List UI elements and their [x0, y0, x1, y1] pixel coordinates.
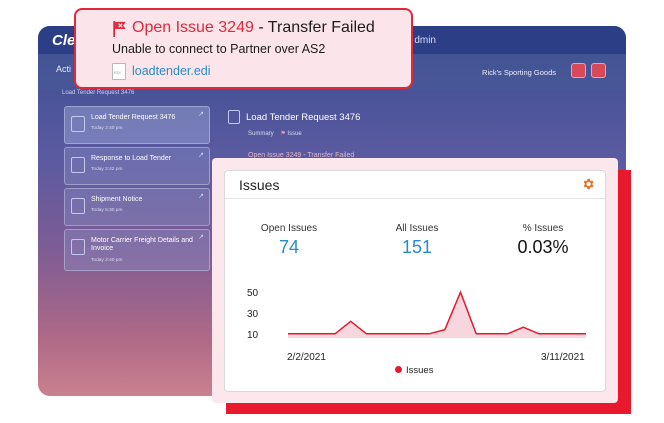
- issue-alert[interactable]: Open Issue 3249 - Transfer Failed Unable…: [74, 8, 413, 89]
- list-item-title: Load Tender Request 3476: [91, 114, 176, 121]
- issues-panel: Issues Open Issues 74 All Issues 151 % I…: [224, 170, 606, 392]
- list-item[interactable]: Shipment Notice Today 5:30 pm ↗: [64, 188, 210, 226]
- file-link[interactable]: loadtender.edi: [132, 64, 211, 78]
- panel-header: Issues: [225, 171, 605, 199]
- x-tick-label: 2/2/2021: [287, 352, 326, 363]
- alert-title: Open Issue 3249 - Transfer Failed: [132, 19, 375, 37]
- issues-chart: 50 30 10 2/2/2021 3/11/2021: [247, 288, 586, 363]
- tab-active[interactable]: Acti: [56, 64, 72, 74]
- alert-message: Unable to connect to Partner over AS2: [112, 42, 326, 56]
- arrow-icon: ↗: [198, 111, 204, 118]
- tab-summary[interactable]: Summary: [248, 131, 274, 137]
- alert-issue-id: Open Issue 3249: [132, 19, 254, 36]
- list-item[interactable]: Load Tender Request 3476 Today 2:40 pm ↗: [64, 106, 210, 144]
- list-item-title: Response to Load Tender: [91, 155, 172, 162]
- y-tick-label: 50: [247, 288, 259, 299]
- arrow-icon: ↗: [198, 234, 204, 241]
- arrow-icon: ↗: [198, 152, 204, 159]
- stat-open-issues: Open Issues 74: [239, 223, 339, 258]
- flag-icon: ⚑: [280, 131, 286, 137]
- settings-button[interactable]: [571, 63, 586, 78]
- tab-issue[interactable]: Issue: [287, 131, 302, 137]
- stat-value: 0.03%: [517, 237, 569, 257]
- stat-percent-issues: % Issues 0.03%: [493, 223, 593, 258]
- gear-icon[interactable]: [581, 177, 595, 191]
- list-item[interactable]: Response to Load Tender Today 2:42 pm ↗: [64, 147, 210, 185]
- truck-icon: [71, 198, 85, 214]
- detail-title: Load Tender Request 3476: [246, 112, 361, 123]
- alert-title-rest: - Transfer Failed: [253, 19, 375, 36]
- list-item-title: Shipment Notice: [91, 196, 143, 203]
- list-item[interactable]: Motor Carrier Freight Details and Invoic…: [64, 229, 210, 271]
- stat-value: 74: [278, 237, 300, 257]
- list-item-title: Motor Carrier Freight Details and Invoic…: [91, 237, 193, 252]
- stat-label: % Issues: [522, 223, 564, 234]
- x-tick-label: 3/11/2021: [541, 352, 585, 363]
- list-item-date: Today 2:42 pm: [91, 167, 123, 172]
- truck-icon: [71, 157, 85, 173]
- partner-name: Rick's Sporting Goods: [482, 68, 556, 77]
- truck-icon: [228, 110, 240, 124]
- stat-value: 151: [401, 237, 433, 257]
- detail-issue: Open Issue 3249 - Transfer Failed: [248, 152, 355, 159]
- user-menu[interactable]: dmin: [414, 35, 436, 46]
- detail-tabs: Summary ⚑ Issue: [248, 130, 302, 137]
- stat-label: All Issues: [395, 223, 439, 234]
- list-item-date: Today 2:40 pm: [91, 258, 123, 263]
- series-line: [288, 290, 586, 335]
- list-item-date: Today 5:30 pm: [91, 208, 123, 213]
- y-tick-label: 30: [247, 309, 259, 320]
- truck-icon: [71, 116, 85, 132]
- file-icon: EDI: [112, 63, 126, 80]
- stat-label: Open Issues: [260, 223, 318, 234]
- stat-all-issues: All Issues 151: [367, 223, 467, 258]
- panel-title: Issues: [239, 177, 280, 193]
- chart-legend: Issues: [395, 365, 433, 376]
- file-icon-label: EDI: [114, 70, 121, 75]
- y-tick-label: 10: [247, 330, 259, 341]
- breadcrumb[interactable]: Load Tender Request 3476: [62, 90, 135, 96]
- legend-label: Issues: [406, 365, 434, 376]
- flag-icon: [113, 21, 126, 37]
- arrow-icon: ↗: [198, 193, 204, 200]
- truck-icon: [71, 239, 85, 255]
- list-item-date: Today 2:40 pm: [91, 126, 123, 131]
- app-logo: Cle: [52, 32, 76, 49]
- share-button[interactable]: [591, 63, 606, 78]
- legend-marker: [395, 366, 402, 373]
